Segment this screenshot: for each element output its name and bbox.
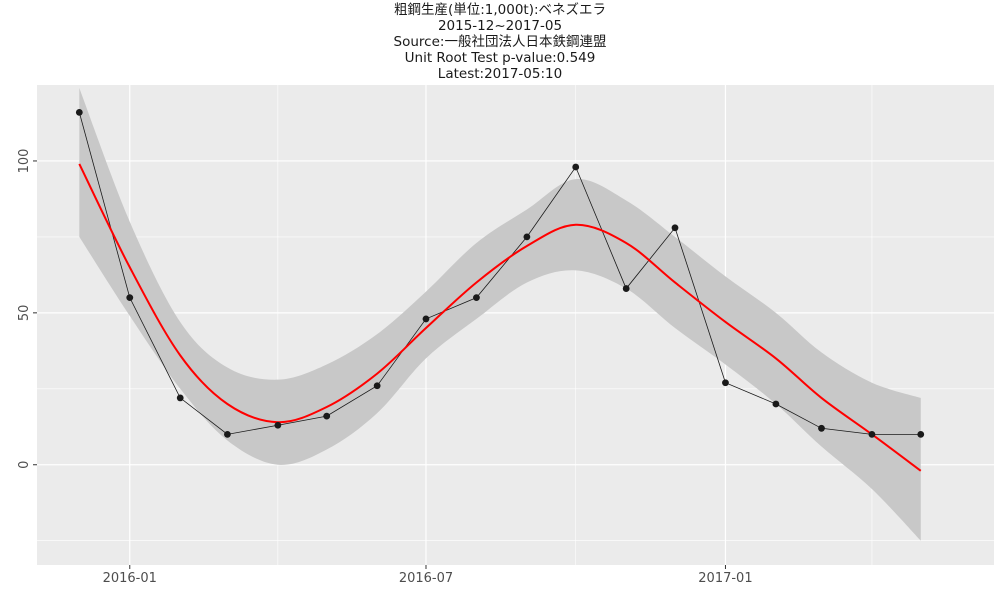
data-line	[78, 112, 921, 435]
x-tick-label: 2016-01	[103, 571, 157, 586]
data-point	[126, 294, 134, 302]
data-point	[473, 294, 480, 302]
chart-title: 粗鋼生産(単位:1,000t):ベネズエラ 2015-12~2017-05 So…	[0, 2, 1000, 82]
title-line-4: Unit Root Test p-value:0.549	[404, 50, 596, 66]
data-line-layer	[78, 112, 921, 435]
data-point	[373, 382, 381, 390]
title-line-1: 粗鋼生産(単位:1,000t):ベネズエラ	[393, 2, 607, 18]
title-line-5: Latest:2017-05:10	[437, 66, 563, 82]
data-point	[772, 400, 780, 408]
title-line-3: Source:一般社団法人日本鉄鋼連盟	[393, 34, 607, 50]
data-point	[422, 315, 430, 323]
x-tick-label: 2016-07	[399, 571, 453, 586]
y-tick-label: 50	[17, 305, 32, 322]
points-layer	[75, 108, 925, 438]
smooth-trend-line	[78, 163, 922, 472]
data-point	[75, 108, 83, 116]
data-point	[722, 379, 729, 387]
data-point	[671, 224, 679, 232]
smooth-line-layer	[78, 163, 922, 472]
axis-layer: 0 50 100 2016-01 2016-07 2017-01	[17, 149, 753, 586]
plot-panel	[37, 85, 994, 565]
confidence-ribbon	[79, 88, 921, 541]
y-tick-label: 100	[17, 149, 32, 174]
data-point	[868, 430, 876, 438]
data-point	[224, 430, 231, 438]
title-line-2: 2015-12~2017-05	[437, 18, 563, 34]
x-tick-label: 2017-01	[698, 571, 752, 586]
data-point	[572, 163, 580, 171]
data-point	[622, 285, 630, 292]
data-point	[523, 233, 531, 241]
data-point	[274, 421, 282, 429]
data-point	[323, 412, 331, 420]
data-point	[176, 394, 184, 402]
confidence-ribbon-layer	[79, 88, 921, 541]
y-tick-label: 0	[17, 461, 32, 469]
data-point	[818, 424, 825, 432]
data-point	[917, 430, 925, 438]
